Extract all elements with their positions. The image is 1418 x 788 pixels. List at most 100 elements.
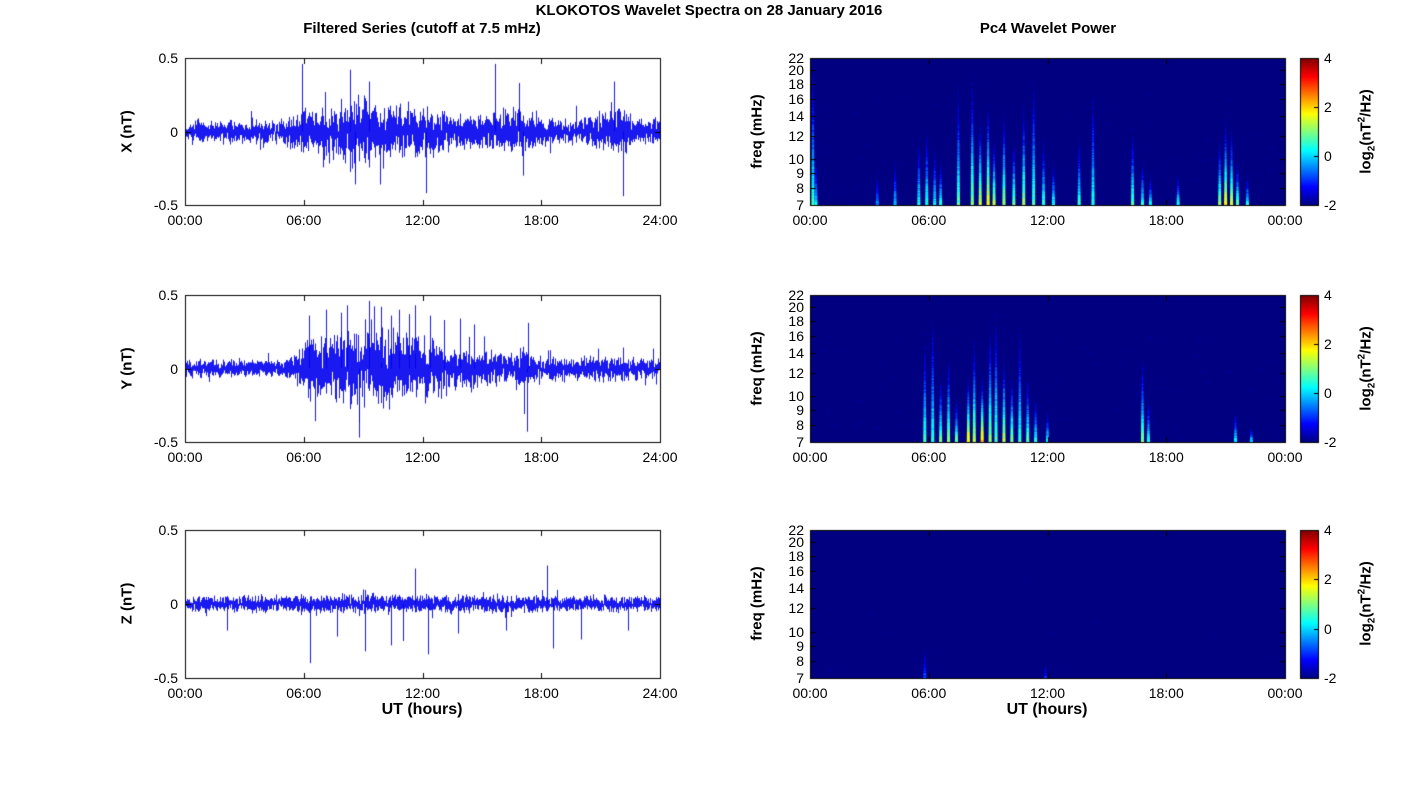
x-tick-label: 12:00 (1029, 449, 1066, 465)
colorbar-label: log2(nT2/Hz) (1353, 57, 1378, 207)
colorbar-tick-label: -2 (1324, 434, 1337, 450)
colorbar-tick-label: 4 (1324, 50, 1332, 66)
colorbar-label: log2(nT2/Hz) (1353, 529, 1378, 679)
y-tick-label: 0.5 (158, 287, 178, 303)
x-tick-label: 00:00 (167, 449, 203, 465)
figure-title: KLOKOTOS Wavelet Spectra on 28 January 2… (535, 2, 883, 19)
colorbar-label-part: (nT (1357, 359, 1375, 383)
x-tick-label: 00:00 (792, 685, 828, 701)
x-tick-label: 06:00 (286, 212, 322, 228)
colorbar-tick-label: 4 (1324, 287, 1332, 303)
colorbar-tick-label: -2 (1324, 670, 1337, 686)
freq-tick-label: 16 (788, 327, 804, 344)
colorbar-tick-label: -2 (1324, 197, 1337, 213)
colorbar-label-sup: 2 (1356, 353, 1368, 360)
colorbar-label-part: log (1357, 388, 1375, 411)
x-tick-label: 18:00 (523, 449, 559, 465)
x-tick-label: 06:00 (911, 685, 947, 701)
x-tick-label: 00:00 (1267, 212, 1303, 228)
freq-tick-label: 18 (788, 75, 804, 92)
colorbar-label-part: /Hz) (1357, 89, 1375, 117)
colorbar-tick-label: 0 (1324, 620, 1332, 637)
freq-tick-label: 20 (788, 534, 804, 551)
freq-tick-label: 8 (796, 652, 804, 669)
freq-tick-label: 9 (796, 401, 804, 418)
x-tick-label: 12:00 (1029, 212, 1066, 228)
freq-tick-label: 7 (796, 197, 804, 213)
y-tick-label: 0 (170, 596, 178, 612)
x-tick-label: 00:00 (1267, 449, 1303, 465)
freq-tick-label: 8 (796, 179, 804, 196)
x-tick-label: 00:00 (792, 212, 828, 228)
x-tick-label: 18:00 (1148, 449, 1184, 465)
freq-tick-label: 14 (788, 108, 804, 125)
xlabel-ut-left: UT (hours) (381, 701, 463, 718)
freq-tick-label: 7 (796, 434, 804, 450)
colorbar-label-sub: 2 (1366, 617, 1378, 624)
x-tick-label: 18:00 (1148, 212, 1184, 228)
x-tick-label: 18:00 (523, 685, 559, 701)
freq-tick-label: 14 (788, 345, 804, 362)
freq-tick-label: 10 (788, 388, 804, 405)
freq-tick-label: 10 (788, 151, 804, 168)
y-tick-label: 0.5 (158, 50, 178, 66)
xlabel-ut-right: UT (hours) (1006, 701, 1088, 718)
colorbar-label-part: (nT (1357, 122, 1375, 146)
colorbar-label-part: log (1357, 623, 1375, 646)
freq-tick-label: 8 (796, 416, 804, 433)
x-tick-label: 18:00 (1148, 685, 1184, 701)
colorbar-label-sub: 2 (1366, 145, 1378, 152)
x-tick-label: 12:00 (404, 449, 441, 465)
freq-tick-label: 22 (788, 522, 804, 538)
x-tick-label: 06:00 (911, 212, 947, 228)
x-tick-label: 12:00 (404, 685, 441, 701)
colorbar-label-part: /Hz) (1357, 326, 1375, 354)
freq-tick-label: 7 (796, 670, 804, 686)
y-tick-label: -0.5 (153, 197, 178, 213)
colorbar-tick-label: 2 (1324, 571, 1332, 588)
colorbar-tick-label: 2 (1324, 99, 1332, 115)
freq-tick-label: 12 (788, 127, 804, 144)
colorbar-label-part: /Hz) (1357, 561, 1375, 589)
x-tick-label: 00:00 (1267, 685, 1303, 701)
x-tick-label: 00:00 (167, 685, 203, 701)
colorbar-label-part: log (1357, 151, 1375, 174)
x-tick-label: 24:00 (642, 685, 678, 701)
freq-tick-label: 9 (796, 164, 804, 181)
freq-tick-label: 14 (788, 580, 804, 597)
x-tick-label: 00:00 (167, 212, 203, 228)
colorbar-label-sub: 2 (1366, 382, 1378, 389)
x-tick-label: 24:00 (642, 449, 678, 465)
y-tick-label: -0.5 (153, 434, 178, 450)
x-tick-label: 06:00 (286, 685, 322, 701)
freq-tick-label: 16 (788, 90, 804, 107)
y-tick-label: 0 (170, 123, 178, 140)
freq-tick-label: 22 (788, 287, 804, 303)
right-column-title: Pc4 Wavelet Power (979, 20, 1117, 37)
freq-tick-label: 18 (788, 312, 804, 329)
freq-tick-label: 18 (788, 547, 804, 564)
freq-tick-label: 12 (788, 364, 804, 381)
freq-tick-label: 16 (788, 563, 804, 580)
colorbar-label-sup: 2 (1356, 588, 1368, 595)
colorbar-tick-label: 0 (1324, 148, 1332, 164)
x-tick-label: 12:00 (404, 212, 441, 228)
colorbar-tick-label: 4 (1324, 522, 1332, 538)
y-tick-label: -0.5 (153, 670, 178, 686)
freq-tick-label: 20 (788, 62, 804, 79)
y-tick-label: 0 (170, 360, 178, 377)
freq-tick-label: 20 (788, 299, 804, 316)
colorbar-tick-label: 2 (1324, 336, 1332, 352)
x-tick-label: 00:00 (792, 449, 828, 465)
colorbar-label-part: (nT (1357, 594, 1375, 618)
x-tick-label: 12:00 (1029, 685, 1066, 701)
colorbar-tick-label: 0 (1324, 385, 1332, 401)
left-column-title: Filtered Series (cutoff at 7.5 mHz) (303, 20, 541, 37)
y-tick-label: 0.5 (158, 522, 178, 538)
freq-tick-label: 9 (796, 637, 804, 654)
x-tick-label: 18:00 (523, 212, 559, 228)
x-tick-label: 24:00 (642, 212, 678, 228)
freq-tick-label: 10 (788, 623, 804, 640)
colorbar-label-sup: 2 (1356, 116, 1368, 123)
